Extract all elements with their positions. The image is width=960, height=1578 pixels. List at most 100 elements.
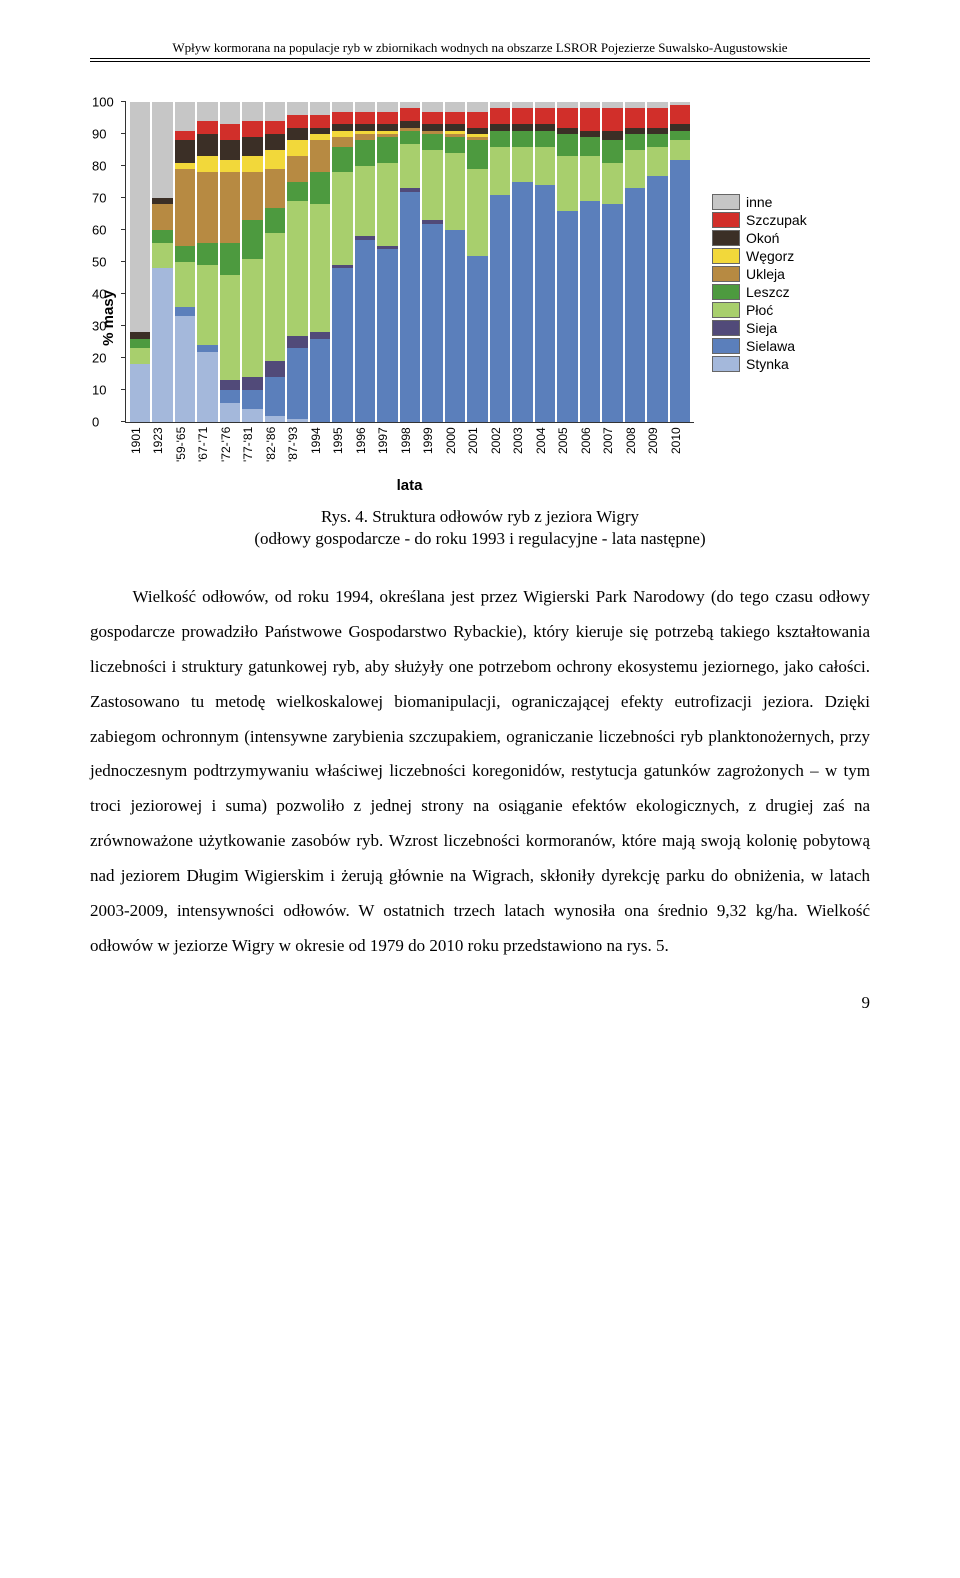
bar-segment xyxy=(332,268,352,422)
bar-segment xyxy=(242,102,262,121)
bar-segment xyxy=(355,112,375,125)
bar-segment xyxy=(422,102,442,112)
x-tick-label: 1999 xyxy=(421,427,441,475)
bar-segment xyxy=(220,102,240,124)
bar-segment xyxy=(175,102,195,131)
legend-label: Płoć xyxy=(746,302,773,318)
bar-segment xyxy=(310,172,330,204)
bar-segment xyxy=(310,115,330,128)
x-tick-label: 1996 xyxy=(354,427,374,475)
legend-label: Szczupak xyxy=(746,212,807,228)
bar-segment xyxy=(175,169,195,246)
legend-label: Okoń xyxy=(746,230,779,246)
bar xyxy=(422,102,442,422)
bar-segment xyxy=(580,137,600,156)
bar xyxy=(175,102,195,422)
bar-segment xyxy=(242,172,262,220)
bar-segment xyxy=(265,121,285,134)
bar-segment xyxy=(265,208,285,234)
bar xyxy=(400,102,420,422)
bar-segment xyxy=(130,364,150,422)
bar xyxy=(265,102,285,422)
x-tick-label: 1994 xyxy=(309,427,329,475)
bar-segment xyxy=(602,204,622,422)
legend-swatch xyxy=(712,212,740,228)
bar-segment xyxy=(377,137,397,163)
bar-segment xyxy=(422,150,442,220)
bar-segment xyxy=(647,176,667,422)
bar-segment xyxy=(422,134,442,150)
y-tick-label: 20 xyxy=(92,351,106,366)
legend-swatch xyxy=(712,248,740,264)
bar-segment xyxy=(535,147,555,185)
legend-swatch xyxy=(712,356,740,372)
bar xyxy=(287,102,307,422)
bar-segment xyxy=(220,140,240,159)
bar-segment xyxy=(175,131,195,141)
legend-swatch xyxy=(712,194,740,210)
bar xyxy=(670,102,690,422)
bar xyxy=(332,102,352,422)
legend-item: Sieja xyxy=(712,320,807,336)
legend-item: Okoń xyxy=(712,230,807,246)
bar-segment xyxy=(242,220,262,258)
bar xyxy=(647,102,667,422)
x-axis-label: lata xyxy=(125,477,694,494)
legend-item: Sielawa xyxy=(712,338,807,354)
bar-segment xyxy=(287,182,307,201)
bar-segment xyxy=(445,102,465,112)
bar-segment xyxy=(377,112,397,125)
x-tick-label: 2001 xyxy=(466,427,486,475)
bar-segment xyxy=(130,348,150,364)
bar-segment xyxy=(310,102,330,115)
legend-item: Węgorz xyxy=(712,248,807,264)
x-tick-label: 1901 xyxy=(129,427,149,475)
legend-swatch xyxy=(712,230,740,246)
bar-segment xyxy=(467,140,487,169)
bar-segment xyxy=(580,108,600,130)
bar-segment xyxy=(377,249,397,422)
bar-segment xyxy=(152,243,172,269)
bar-segment xyxy=(242,377,262,390)
bar xyxy=(490,102,510,422)
bar-segment xyxy=(467,169,487,255)
bar-segment xyxy=(152,102,172,198)
bar-segment xyxy=(265,233,285,361)
bar-segment xyxy=(400,108,420,121)
bar-segment xyxy=(625,134,645,150)
bar-segment xyxy=(220,160,240,173)
y-tick-label: 80 xyxy=(92,159,106,174)
bar-segment xyxy=(152,268,172,422)
bar-segment xyxy=(602,108,622,130)
x-tick-label: '77-'81 xyxy=(241,427,261,475)
x-tick-label: '82-'86 xyxy=(264,427,284,475)
bar-segment xyxy=(287,140,307,156)
page-number: 9 xyxy=(90,993,870,1013)
bar xyxy=(130,102,150,422)
bar-segment xyxy=(197,172,217,242)
x-tick-label: 2007 xyxy=(601,427,621,475)
x-tick-label: '67-'71 xyxy=(196,427,216,475)
bar xyxy=(152,102,172,422)
x-tick-label: '87-'93 xyxy=(286,427,306,475)
bar-segment xyxy=(310,204,330,332)
bar-segment xyxy=(242,409,262,422)
figure-4: % masy 0102030405060708090100 19011923'5… xyxy=(90,102,870,550)
x-tick-label: 1995 xyxy=(331,427,351,475)
bar-segment xyxy=(287,336,307,349)
bar-segment xyxy=(400,144,420,189)
bar-segment xyxy=(557,211,577,422)
x-tick-label: '72-'76 xyxy=(219,427,239,475)
bar-segment xyxy=(130,339,150,349)
bar-segment xyxy=(265,102,285,121)
bar xyxy=(242,102,262,422)
bar-segment xyxy=(355,240,375,422)
bar-segment xyxy=(422,112,442,125)
bar-segment xyxy=(467,256,487,422)
bar xyxy=(310,102,330,422)
bar-segment xyxy=(512,147,532,182)
bar-segment xyxy=(152,230,172,243)
bar-segment xyxy=(602,140,622,162)
bar-segment xyxy=(152,204,172,230)
bar-segment xyxy=(130,102,150,332)
